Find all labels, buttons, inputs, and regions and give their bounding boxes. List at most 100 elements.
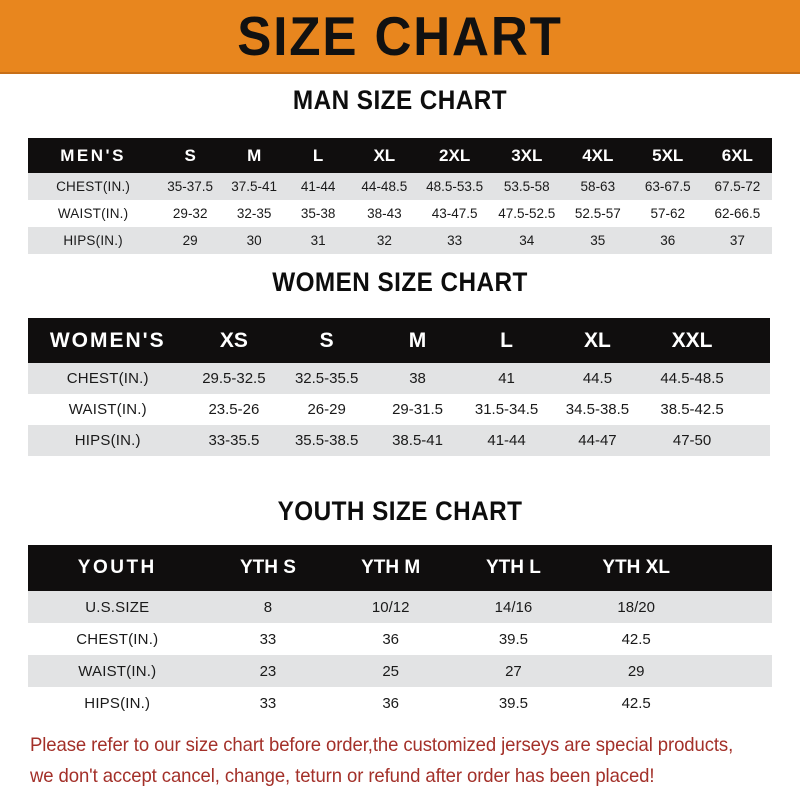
youth-chest-s: 33 (259, 630, 277, 648)
men-chest-5xl: 63-67.5 (644, 179, 691, 194)
men-chest-4xl: 58-63 (580, 179, 616, 194)
women-waist-s: 26-29 (307, 401, 346, 418)
men-waist-xl: 38-43 (367, 206, 402, 221)
youth-size-s: YTH S (239, 557, 296, 578)
women-hips-xl: 44-47 (578, 432, 617, 449)
men-size-2xl: 2XL (439, 145, 471, 165)
table-row: U.S.SIZE 8 10/12 14/16 18/20 (28, 591, 772, 623)
women-waist-m: 29-31.5 (392, 401, 443, 418)
men-hips-4xl: 35 (590, 233, 606, 248)
man-section-title: MAN SIZE CHART (292, 85, 508, 115)
footer-disclaimer: Please refer to our size chart before or… (30, 730, 743, 792)
men-hips-3xl: 34 (519, 233, 535, 248)
page-title: SIZE CHART (237, 4, 563, 67)
women-size-table: WOMEN'S XS S M L XL XXL CHEST(IN.) 29.5-… (28, 318, 770, 456)
table-row: HIPS(IN.) 33 36 39.5 42.5 (28, 687, 772, 719)
women-row-label-waist: WAIST(IN.) (68, 401, 147, 418)
men-hips-l: 31 (310, 233, 326, 248)
men-chest-6xl: 67.5-72 (714, 179, 761, 194)
women-chest-m: 38 (409, 370, 426, 387)
youth-hips-spacer (698, 687, 772, 719)
women-chest-xs: 29.5-32.5 (202, 370, 266, 387)
men-waist-4xl: 52.5-57 (574, 206, 621, 221)
men-row-label-waist: WAIST(IN.) (57, 206, 129, 221)
youth-waist-xl: 29 (627, 662, 645, 680)
men-row-label-chest: CHEST(IN.) (56, 179, 131, 194)
men-size-3xl: 3XL (511, 145, 543, 165)
page-banner: SIZE CHART (0, 0, 800, 72)
men-waist-3xl: 47.5-52.5 (498, 206, 556, 221)
men-waist-2xl: 43-47.5 (431, 206, 478, 221)
men-hips-xl: 32 (376, 233, 392, 248)
men-row-label-hips: HIPS(IN.) (63, 233, 123, 248)
men-size-6xl: 6XL (721, 145, 753, 165)
men-waist-s: 29-32 (172, 206, 208, 221)
women-waist-spacer (740, 394, 770, 425)
youth-hips-s: 33 (259, 694, 277, 712)
table-row: HIPS(IN.) 29 30 31 32 33 34 35 36 37 (28, 227, 772, 254)
men-waist-6xl: 62-66.5 (714, 206, 761, 221)
youth-hips-xl: 42.5 (621, 694, 651, 712)
youth-chest-m: 36 (382, 630, 400, 648)
men-chest-s: 35-37.5 (167, 179, 214, 194)
men-waist-l: 35-38 (300, 206, 336, 221)
women-chest-l: 41 (498, 370, 515, 387)
youth-size-m: YTH M (361, 557, 421, 578)
women-chest-xl: 44.5 (582, 370, 613, 387)
youth-ussize-spacer (698, 591, 772, 623)
men-header-label: MEN'S (60, 145, 126, 165)
women-chest-spacer (740, 363, 770, 394)
women-hips-xxl: 47-50 (672, 432, 712, 449)
women-hips-l: 41-44 (487, 432, 526, 449)
women-hips-m: 38.5-41 (392, 432, 443, 449)
men-hips-5xl: 36 (660, 233, 676, 248)
table-row: WAIST(IN.) 23 25 27 29 (28, 655, 772, 687)
men-chest-3xl: 53.5-58 (503, 179, 550, 194)
youth-ussize-xl: 18/20 (617, 598, 655, 616)
women-chest-xxl: 44.5-48.5 (660, 370, 724, 387)
men-size-xl: XL (373, 145, 396, 165)
women-waist-xxl: 38.5-42.5 (660, 401, 724, 418)
men-waist-m: 32-35 (236, 206, 272, 221)
women-waist-l: 31.5-34.5 (474, 401, 539, 418)
men-chest-l: 41-44 (300, 179, 336, 194)
youth-row-label-us-size: U.S.SIZE (85, 598, 150, 616)
men-hips-6xl: 37 (729, 233, 745, 248)
table-row: HIPS(IN.) 33-35.5 35.5-38.5 38.5-41 41-4… (28, 425, 770, 456)
men-header-row: MEN'S S M L XL 2XL 3XL 4XL 5XL 6XL (28, 138, 772, 173)
women-hips-s: 35.5-38.5 (294, 432, 359, 449)
youth-ussize-s: 8 (263, 598, 273, 616)
men-chest-2xl: 48.5-53.5 (426, 179, 484, 194)
youth-header-row: YOUTH YTH S YTH M YTH L YTH XL (28, 545, 772, 591)
table-row: CHEST(IN.) 33 36 39.5 42.5 (28, 623, 772, 655)
men-size-table: MEN'S S M L XL 2XL 3XL 4XL 5XL 6XL CHEST… (28, 138, 772, 254)
women-row-label-chest: CHEST(IN.) (66, 370, 149, 387)
men-size-s: S (184, 145, 196, 165)
youth-header-label: YOUTH (77, 557, 157, 578)
women-size-s: S (319, 328, 334, 352)
women-waist-xs: 23.5-26 (208, 401, 260, 418)
youth-waist-s: 23 (259, 662, 277, 680)
youth-waist-spacer (698, 655, 772, 687)
women-header-spacer (740, 318, 770, 363)
men-chest-xl: 44-48.5 (361, 179, 408, 194)
women-chest-s: 32.5-35.5 (294, 370, 359, 387)
youth-size-xl: YTH XL (602, 557, 670, 578)
women-section-title: WOMEN SIZE CHART (272, 267, 528, 297)
women-row-label-hips: HIPS(IN.) (74, 432, 141, 449)
youth-row-label-waist: WAIST(IN.) (78, 662, 157, 680)
men-hips-m: 30 (246, 233, 262, 248)
women-hips-xs: 33-35.5 (208, 432, 260, 449)
youth-row-label-hips: HIPS(IN.) (84, 694, 151, 712)
youth-waist-l: 27 (505, 662, 522, 680)
women-header-row: WOMEN'S XS S M L XL XXL (28, 318, 770, 363)
footer-line-1: Please refer to our size chart before or… (30, 734, 734, 756)
women-waist-xl: 34.5-38.5 (565, 401, 630, 418)
youth-size-table: YOUTH YTH S YTH M YTH L YTH XL U.S.SIZE … (28, 545, 772, 719)
women-header-label: WOMEN'S (49, 328, 166, 352)
youth-ussize-m: 10/12 (371, 598, 410, 616)
youth-size-l: YTH L (485, 557, 541, 578)
men-hips-s: 29 (182, 233, 198, 248)
men-size-l: L (312, 145, 324, 165)
youth-section-title: YOUTH SIZE CHART (277, 496, 523, 526)
